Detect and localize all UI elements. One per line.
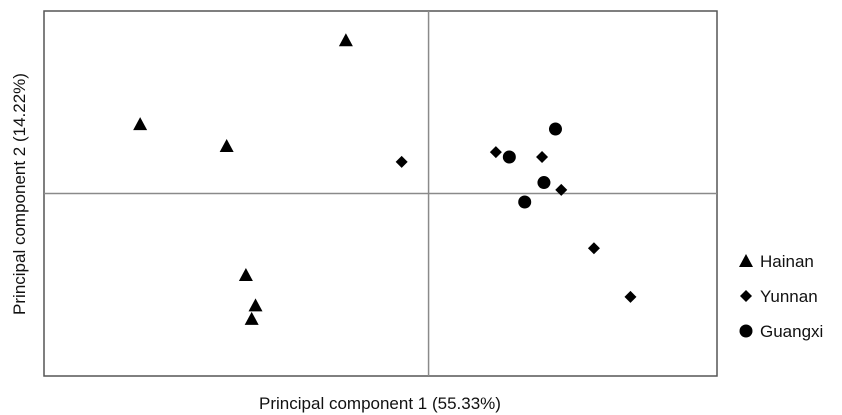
data-point-guangxi bbox=[502, 150, 516, 164]
legend-label-yunnan: Yunnan bbox=[760, 287, 818, 306]
data-point-hainan bbox=[338, 33, 353, 47]
data-point-hainan bbox=[238, 268, 253, 282]
data-point-hainan bbox=[248, 298, 263, 312]
data-point-yunnan bbox=[536, 151, 549, 163]
data-point-hainan bbox=[219, 139, 234, 153]
legend-label-hainan: Hainan bbox=[760, 252, 814, 271]
data-point-yunnan bbox=[555, 183, 568, 196]
data-point-yunnan bbox=[489, 146, 502, 159]
y-axis-label: Principal component 2 (14.22%) bbox=[10, 73, 29, 315]
data-points bbox=[133, 33, 637, 325]
legend: Hainan Yunnan Guangxi bbox=[739, 252, 823, 341]
data-point-guangxi bbox=[548, 122, 562, 136]
legend-label-guangxi: Guangxi bbox=[760, 322, 823, 341]
data-point-guangxi bbox=[518, 195, 532, 209]
data-point-yunnan bbox=[624, 290, 637, 303]
legend-marker-yunnan bbox=[740, 290, 752, 302]
data-point-hainan bbox=[244, 311, 259, 325]
data-point-yunnan bbox=[587, 242, 600, 255]
data-point-guangxi bbox=[537, 176, 551, 190]
legend-marker-guangxi bbox=[739, 324, 753, 338]
x-axis-label: Principal component 1 (55.33%) bbox=[259, 394, 501, 413]
data-point-hainan bbox=[133, 117, 148, 131]
data-point-yunnan bbox=[395, 155, 408, 168]
legend-marker-hainan bbox=[739, 254, 753, 267]
